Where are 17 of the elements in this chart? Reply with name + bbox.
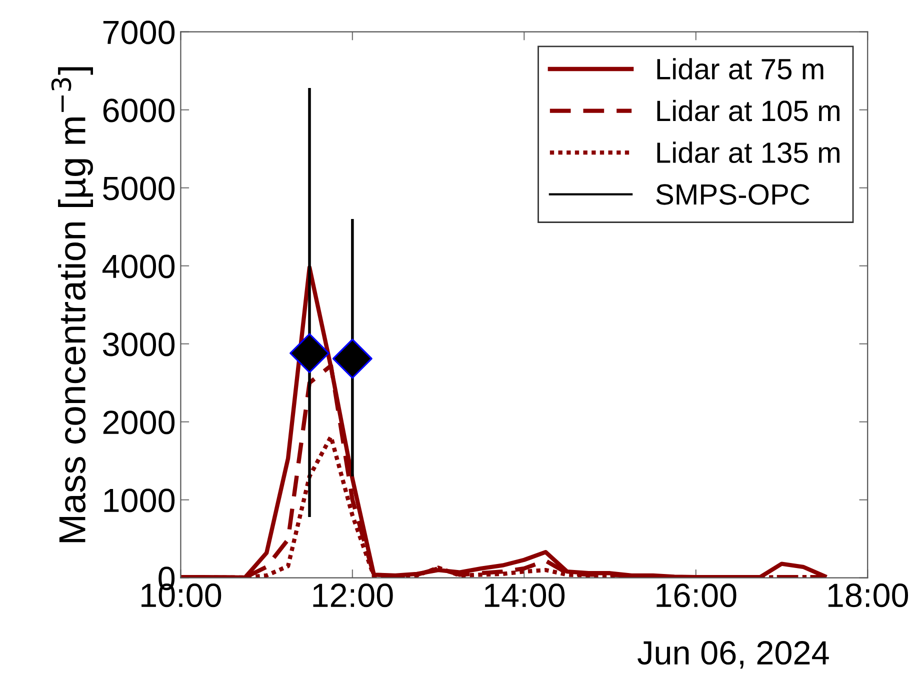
y-tick-label: 5000 — [103, 176, 175, 200]
legend-label: SMPS-OPC — [656, 184, 810, 205]
y-tick-label: 7000 — [103, 20, 175, 44]
y-tick-label: 3000 — [102, 332, 175, 356]
text: Jun 06, 2024 — [638, 641, 829, 669]
y-tick-label: 2000 — [103, 410, 175, 434]
x-tick-label: 18:00 — [828, 584, 908, 608]
x-tick-label: 16:00 — [656, 584, 736, 608]
legend-label: Lidar at 105 m — [657, 100, 840, 122]
x-tick-label: 14:00 — [484, 584, 565, 608]
legend-label: Lidar at 135 m — [657, 142, 840, 164]
x-tick-label: 12:00 — [313, 584, 393, 608]
y-tick-label: 4000 — [102, 254, 175, 278]
y-tick-label: 1000 — [104, 488, 175, 512]
y-tick-label: 6000 — [103, 98, 175, 122]
y-axis-title: Mass concentration [µg m$^{−3}$] — [51, 67, 93, 542]
legend-label: Lidar at 75 m — [657, 58, 824, 80]
